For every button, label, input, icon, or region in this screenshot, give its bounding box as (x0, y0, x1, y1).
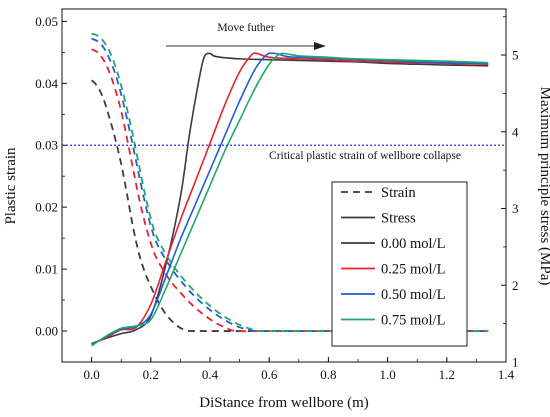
x-tick-label: 0.4 (202, 367, 219, 382)
y-axis-right-title: Maximum principle stress (MPa) (537, 87, 550, 286)
stress-line-0-00-mol-l (91, 52, 489, 345)
move-arrow-label: Move futher (217, 22, 274, 34)
x-tick-label: 0.6 (261, 367, 278, 382)
x-tick-label: 1.4 (498, 367, 515, 382)
y-left-tick-label: 0.00 (35, 324, 58, 339)
y-left-tick-label: 0.03 (35, 138, 58, 153)
y-left-tick-label: 0.01 (35, 262, 58, 277)
legend-label-1: Strain (381, 185, 416, 201)
x-tick-label: 0.2 (143, 367, 159, 382)
y-left-tick-label: 0.02 (35, 200, 58, 215)
y-right-tick-label: 2 (512, 278, 519, 293)
y-right-tick-label: 3 (512, 201, 519, 216)
y-right-tick-label: 1 (512, 355, 519, 370)
x-axis-title: DiStance from wellbore (m) (199, 395, 369, 411)
y-left-tick-label: 0.05 (35, 14, 58, 29)
stress-line-0-75-mol-l (91, 52, 489, 347)
y-right-tick-label: 4 (512, 124, 519, 139)
y-left-tick-label: 0.04 (35, 76, 58, 91)
legend-label-4: 0.25 mol/L (381, 262, 445, 278)
legend-label-5: 0.50 mol/L (381, 287, 445, 303)
legend-items: Strain Stress 0.00 mol/L 0.25 mol/L 0.50 mol… (341, 185, 445, 329)
strain-line-0-00-mol-l (90, 79, 489, 332)
y-right-tick-label: 5 (512, 48, 519, 63)
ticks-layer: 0.0 0.2 0.4 0.6 0.8 1.0 1.2 1.4 0.00 0.01 0.02 0.03… (35, 14, 519, 382)
series-layer (90, 32, 489, 347)
critical-strain-label: Critical plastic strain of wellbore coll… (269, 150, 461, 162)
y-axis-left-title: Plastic strain (3, 147, 19, 225)
stress-line-0-25-mol-l (91, 52, 489, 346)
strain-line-0-75-mol-l (91, 32, 489, 333)
plot-frame (61, 8, 507, 363)
strain-line-0-50-mol-l (91, 37, 489, 332)
legend-label-3: 0.00 mol/L (381, 236, 445, 252)
legend: Strain Stress 0.00 mol/L 0.25 mol/L 0.50 mol… (331, 181, 468, 347)
x-tick-label: 1.0 (379, 367, 395, 382)
x-tick-label: 0.0 (83, 367, 99, 382)
strain-line-0-25-mol-l (91, 48, 489, 333)
x-tick-label: 0.8 (320, 367, 336, 382)
legend-label-6: 0.75 mol/L (381, 313, 445, 329)
x-tick-label: 1.2 (439, 367, 455, 382)
move-arrow-head (314, 42, 326, 50)
legend-label-2: Stress (381, 211, 416, 227)
